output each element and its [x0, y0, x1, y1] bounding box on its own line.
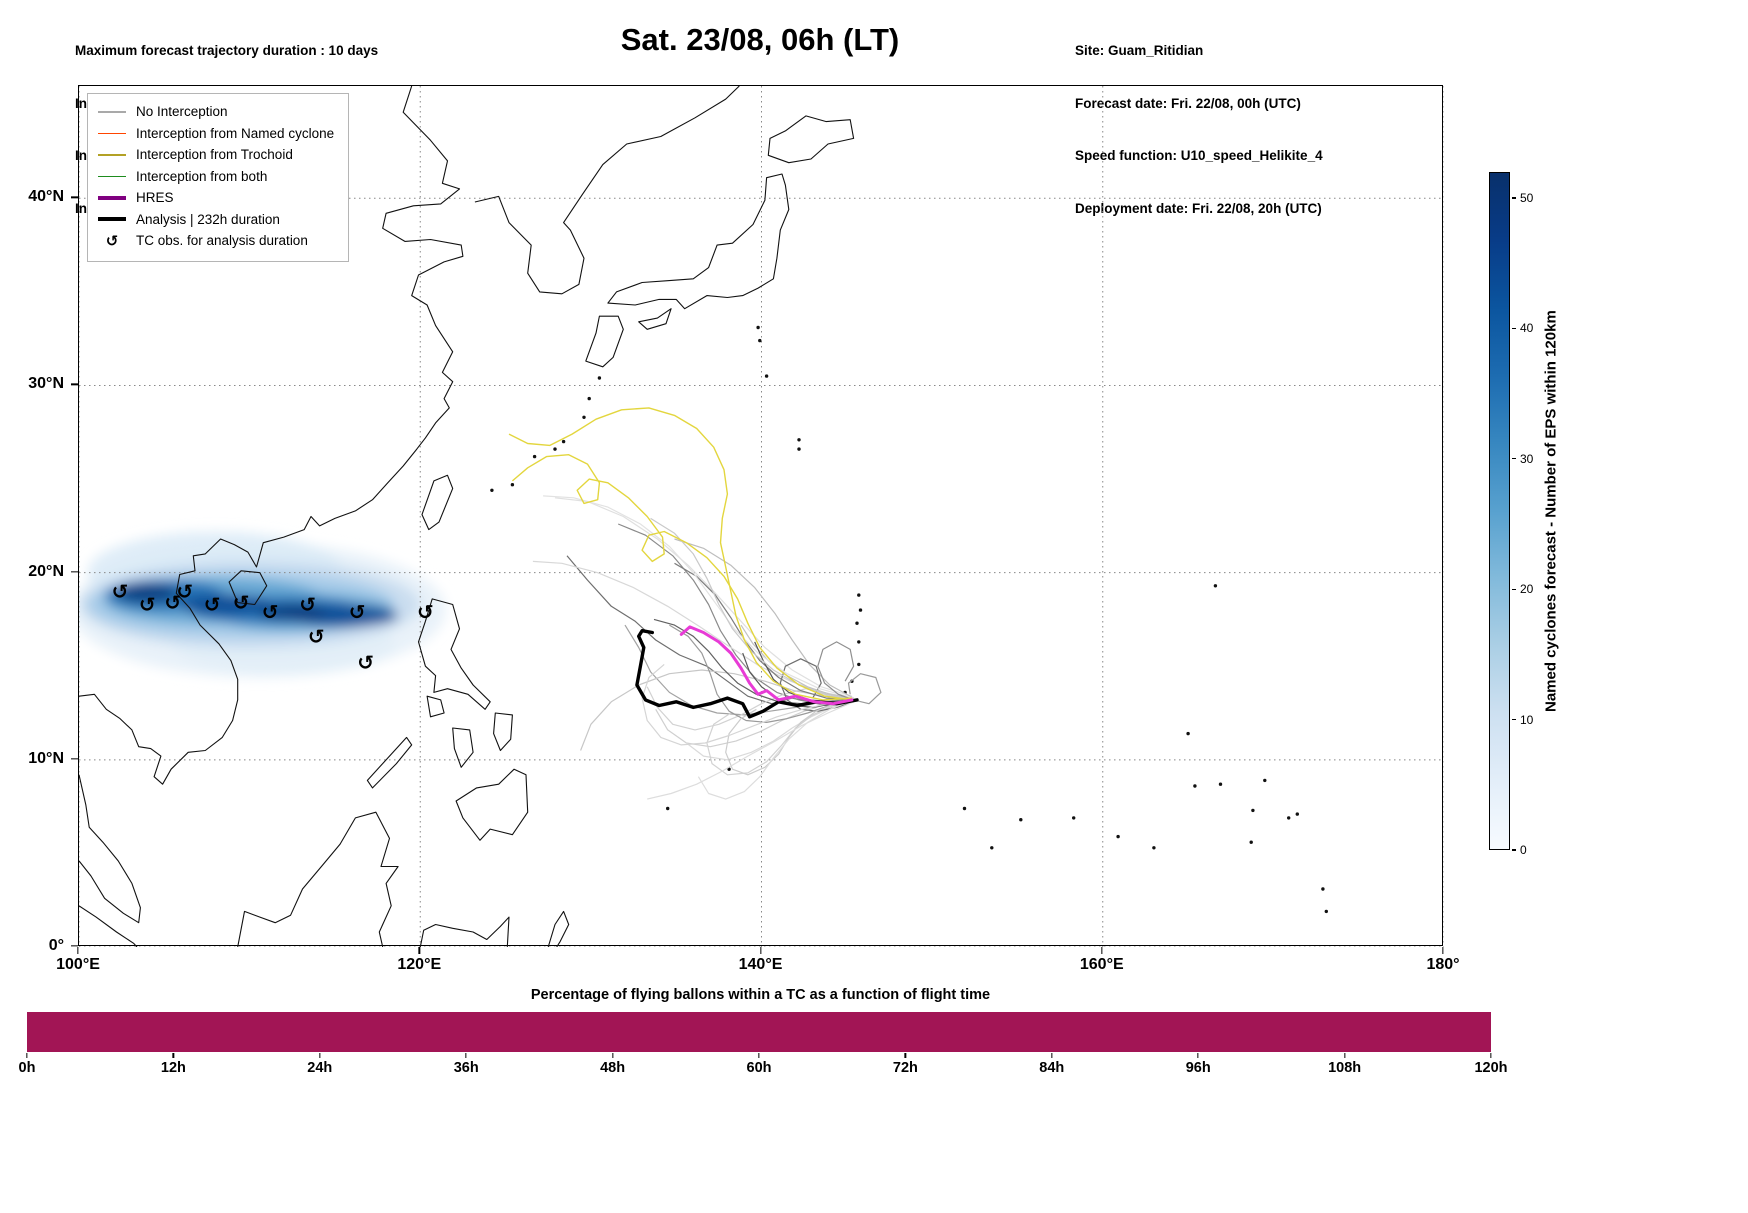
tc-obs-icon: ↺	[204, 593, 221, 617]
legend-item: HRES	[98, 187, 334, 209]
tc-obs-icon: ↺	[112, 579, 129, 603]
tc-obs-icon: ↺	[262, 600, 279, 624]
header-line: Maximum forecast trajectory duration : 1…	[75, 43, 379, 58]
tc-obs-icon: ↺	[299, 593, 316, 617]
flight-tick-label: 84h	[1039, 1060, 1065, 1076]
tc-obs-icon: ↺	[233, 591, 250, 615]
y-axis: 0° 10°N 20°N 30°N 40°N	[0, 85, 78, 954]
legend-swatch	[98, 195, 126, 200]
y-tick-label: 20°N	[28, 562, 64, 580]
x-tick-label: 120°E	[397, 956, 442, 973]
tc-obs-icon: ↺	[139, 593, 156, 617]
flight-bar	[27, 1012, 1491, 1052]
legend-swatch	[98, 175, 126, 177]
map-plot: ↺ ↺ ↺ ↺ ↺ ↺ ↺ ↺ ↺ ↺ ↺ ↺ No Interception Interception…	[78, 85, 1444, 947]
flight-tick-label: 36h	[453, 1060, 479, 1076]
legend-label: TC obs. for analysis duration	[136, 233, 308, 249]
legend-item: ↺ TC obs. for analysis duration	[98, 230, 334, 252]
tc-obs-icon: ↺	[176, 579, 193, 603]
tc-obs-icon: ↺	[357, 651, 374, 675]
legend-label: No Interception	[136, 104, 228, 120]
flight-tick-label: 72h	[892, 1060, 918, 1076]
x-tick-label: 140°E	[738, 956, 783, 973]
header-line: Forecast date: Fri. 22/08, 00h (UTC)	[1075, 95, 1301, 111]
colorbar-gradient	[1490, 173, 1509, 849]
legend-swatch	[98, 132, 126, 134]
legend-item: Interception from Named cyclone	[98, 123, 334, 145]
flight-tick-label: 24h	[307, 1060, 333, 1076]
legend-swatch	[98, 217, 126, 222]
header-right: Site: Guam_Ritidian Forecast date: Fri. …	[1075, 7, 1323, 235]
x-tick-label: 160°E	[1079, 956, 1124, 973]
ensemble-trajectories	[532, 495, 882, 800]
flight-tick-label: 60h	[746, 1060, 772, 1076]
legend-item: Interception from both	[98, 166, 334, 188]
tc-obs-markers: ↺↺ ↺↺↺ ↺ ↺ ↺↺↺↺↺	[112, 579, 434, 674]
colorbar-tick: 40	[1512, 321, 1533, 335]
tc-obs-icon: ↺	[349, 600, 366, 624]
y-tick-label: 10°N	[28, 749, 64, 767]
tc-obs-icon: ↺	[105, 231, 119, 250]
tc-obs-icon: ↺	[164, 591, 181, 615]
flight-tick-label: 48h	[600, 1060, 626, 1076]
flight-tick-label: 120h	[1474, 1060, 1508, 1076]
x-tick-label: 100°E	[56, 956, 100, 973]
x-axis: 100°E 120°E 140°E 160°E 180°	[56, 947, 1460, 981]
legend-item: No Interception	[98, 101, 334, 123]
page-title: Sat. 23/08, 06h (LT)	[620, 22, 900, 57]
colorbar	[1489, 172, 1510, 850]
legend-label: Interception from Named cyclone	[136, 125, 335, 141]
map-svg: ↺↺ ↺↺↺ ↺ ↺ ↺↺↺↺↺	[79, 86, 1444, 947]
y-tick-label: 40°N	[28, 188, 64, 206]
flight-tick-label: 0h	[18, 1060, 36, 1076]
colorbar-tick: 0	[1512, 843, 1527, 857]
colorbar-tick: 50	[1512, 191, 1533, 205]
cyclone-density-field	[79, 531, 446, 678]
flight-axis: 0h 12h 24h 36h 48h 60h 72h 84h 96h 108h 120h	[19, 1053, 1508, 1083]
x-tick-label: 180°	[1426, 956, 1460, 973]
y-tick-label: 0°	[48, 937, 64, 954]
flight-chart-title: Percentage of flying ballons within a TC…	[530, 987, 991, 1003]
map-legend: No Interception Interception from Named c…	[87, 93, 350, 262]
tc-obs-icon: ↺	[308, 624, 325, 648]
flight-tick-label: 108h	[1328, 1060, 1362, 1076]
flight-tick-label: 96h	[1185, 1060, 1211, 1076]
legend-label: Interception from both	[136, 168, 268, 184]
legend-label: Analysis | 232h duration	[136, 211, 280, 227]
header-line: Site: Guam_Ritidian	[1075, 43, 1204, 58]
colorbar-tick: 10	[1512, 713, 1533, 727]
legend-label: Interception from Trochoid	[136, 147, 293, 163]
tc-obs-icon: ↺	[417, 600, 434, 624]
legend-item: Analysis | 232h duration	[98, 209, 334, 231]
colorbar-tick: 30	[1512, 452, 1533, 466]
legend-label: HRES	[136, 190, 174, 206]
colorbar-label: Named cyclones forecast - Number of EPS …	[1542, 310, 1560, 712]
flight-tick-label: 12h	[160, 1060, 186, 1076]
trochoid-trajectories	[508, 407, 852, 701]
hres-track	[679, 625, 854, 706]
analysis-track	[635, 629, 859, 719]
legend-item: Interception from Trochoid	[98, 144, 334, 166]
legend-swatch	[98, 111, 126, 113]
header-line: Deployment date: Fri. 22/08, 20h (UTC)	[1075, 200, 1322, 216]
legend-swatch	[98, 154, 126, 156]
colorbar-ticks: 0 10 20 30 40 50	[1512, 172, 1556, 857]
colorbar-tick: 20	[1512, 582, 1533, 596]
y-tick-label: 30°N	[28, 375, 64, 393]
header-line: Speed function: U10_speed_Helikite_4	[1075, 148, 1323, 163]
